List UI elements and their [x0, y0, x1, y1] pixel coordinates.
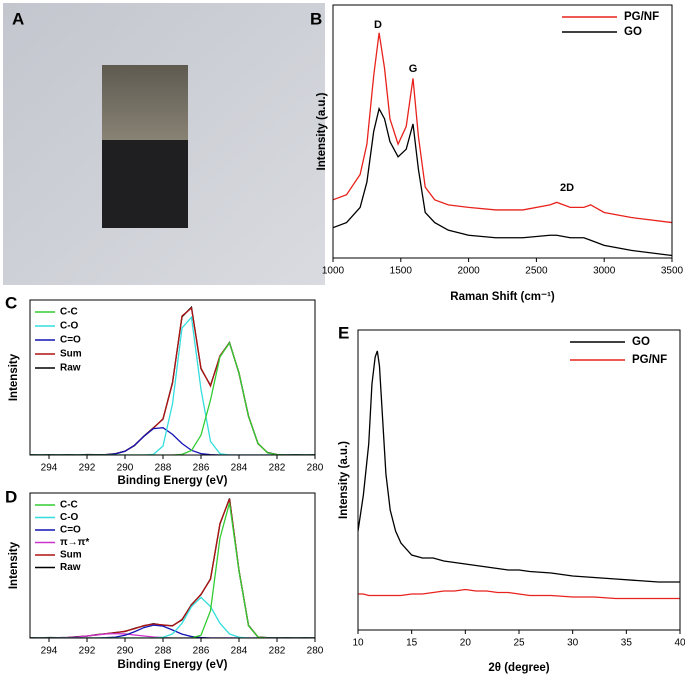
- x-axis-label: 2θ (degree): [488, 662, 549, 674]
- panel-label: A: [12, 9, 24, 28]
- series-line: [30, 632, 315, 638]
- x-tick-label: 286: [193, 646, 210, 657]
- x-axis-label: Binding Energy (eV): [118, 659, 228, 671]
- series-line: [358, 588, 680, 600]
- series-line: [30, 315, 315, 455]
- series-line: [30, 427, 315, 455]
- sample-top: [102, 65, 188, 143]
- x-tick-label: 3000: [593, 266, 616, 277]
- series-line: [30, 624, 315, 638]
- y-axis-label: Intensity (a.u.): [316, 92, 328, 170]
- x-tick-label: 290: [117, 646, 134, 657]
- series-line: [333, 32, 672, 224]
- x-tick-label: 20: [460, 638, 472, 649]
- series-line: [333, 106, 672, 257]
- x-tick-label: 2500: [525, 266, 548, 277]
- annotation: G: [409, 63, 418, 75]
- panel-label: C: [5, 293, 17, 312]
- x-tick-label: 282: [269, 463, 286, 474]
- x-tick-label: 286: [193, 463, 210, 474]
- x-tick-label: 40: [674, 638, 685, 649]
- x-tick-label: 2000: [457, 266, 480, 277]
- legend-label: C=O: [60, 525, 81, 536]
- series-line: [30, 341, 315, 455]
- legend-label: Raw: [60, 363, 81, 374]
- legend-label: Sum: [60, 349, 82, 360]
- x-tick-label: 294: [41, 463, 58, 474]
- legend-label: GO: [624, 26, 642, 38]
- y-axis-label: Intensity (a.u.): [338, 441, 350, 519]
- annotation: 2D: [560, 182, 574, 194]
- x-tick-label: 284: [231, 463, 248, 474]
- x-tick-label: 35: [621, 638, 633, 649]
- panel-label: E: [338, 323, 349, 342]
- legend-label: C-O: [60, 512, 79, 523]
- x-tick-label: 10: [352, 638, 364, 649]
- x-tick-label: 292: [79, 646, 96, 657]
- x-tick-label: 15: [406, 638, 418, 649]
- panel-label: B: [310, 9, 322, 28]
- x-tick-label: 292: [79, 463, 96, 474]
- x-tick-label: 288: [155, 463, 172, 474]
- legend-label: Raw: [60, 562, 81, 573]
- y-axis-label: Intensity: [8, 541, 20, 589]
- x-tick-label: 30: [567, 638, 579, 649]
- plot-frame: [357, 329, 681, 631]
- legend-label: PG/NF: [624, 11, 659, 23]
- plot-frame: [29, 299, 316, 456]
- x-tick-label: 294: [41, 646, 58, 657]
- x-tick-label: 284: [231, 646, 248, 657]
- legend-label: π→π*: [60, 537, 89, 548]
- legend-label: C-C: [60, 307, 78, 318]
- x-tick-label: 282: [269, 646, 286, 657]
- x-tick-label: 3500: [661, 266, 684, 277]
- legend-label: C-O: [60, 321, 79, 332]
- legend-label: C-C: [60, 500, 78, 511]
- legend-label: GO: [632, 336, 650, 348]
- series-line: [30, 596, 315, 638]
- y-axis-label: Intensity: [8, 353, 20, 401]
- x-tick-label: 25: [513, 638, 525, 649]
- panel-label: D: [5, 487, 17, 506]
- x-tick-label: 1500: [390, 266, 413, 277]
- legend-label: PG/NF: [632, 354, 667, 366]
- x-tick-label: 280: [307, 646, 324, 657]
- x-axis-label: Raman Shift (cm⁻¹): [450, 291, 555, 303]
- plot-frame: [29, 492, 316, 639]
- legend-label: C=O: [60, 335, 81, 346]
- x-tick-label: 290: [117, 463, 134, 474]
- photo: [3, 3, 325, 285]
- x-tick-label: 1000: [322, 266, 345, 277]
- sample-bottom: [102, 140, 188, 228]
- plot-frame: [332, 4, 673, 259]
- series-line: [358, 350, 680, 583]
- legend-label: Sum: [60, 550, 82, 561]
- x-tick-label: 280: [307, 463, 324, 474]
- x-axis-label: Binding Energy (eV): [118, 475, 228, 487]
- annotation: D: [374, 19, 382, 31]
- x-tick-label: 288: [155, 646, 172, 657]
